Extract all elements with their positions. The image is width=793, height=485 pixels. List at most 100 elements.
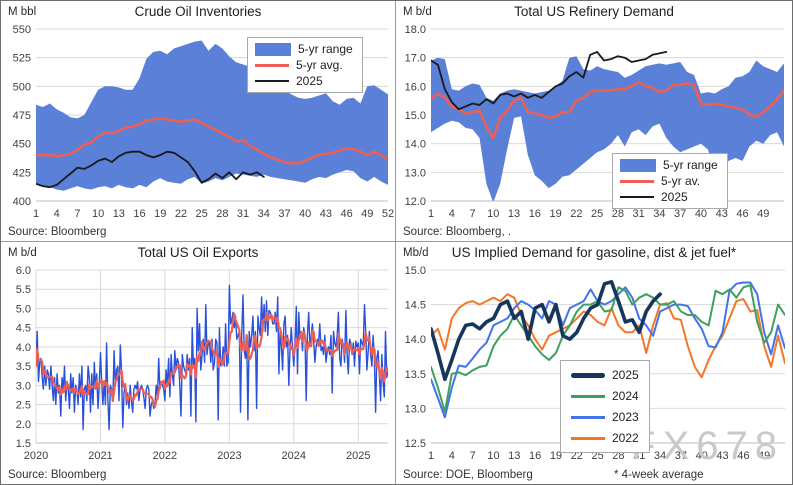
svg-text:22: 22 [175,208,187,220]
svg-text:43: 43 [716,450,728,462]
svg-text:2.0: 2.0 [16,419,31,431]
svg-text:40: 40 [299,208,311,220]
svg-text:525: 525 [13,53,31,65]
legend-label: 5-yr avg. [296,58,343,72]
svg-text:31: 31 [237,208,249,220]
svg-text:475: 475 [13,110,31,122]
svg-text:22: 22 [570,208,582,220]
chart-canvas-refinery-demand: 12.0 13.0 14.0 15.0 16.0 17.0 18.0 1 4 7 10 13 16 19 2… [405,24,784,220]
svg-text:2025: 2025 [346,450,370,462]
svg-text:13.0: 13.0 [405,403,426,415]
chart-title: US Implied Demand for gasoline, dist & j… [451,245,737,260]
legend-label: 2024 [612,389,639,403]
svg-text:7: 7 [470,450,476,462]
svg-text:1: 1 [428,208,434,220]
svg-text:5.5: 5.5 [16,284,31,296]
chart-panel-implied-demand: 12.5 13.0 13.5 14.0 14.5 15.0 1 4 7 10 13 16 19 22 25 2… [396,242,792,484]
legend-label: 5-yr range [298,42,353,56]
svg-text:46: 46 [736,208,748,220]
legend-label: 5-yr range [663,158,718,172]
legend-label: 2023 [612,410,639,424]
svg-text:19: 19 [154,208,166,220]
svg-text:4.0: 4.0 [16,342,31,354]
chart-title: Total US Oil Exports [137,245,259,260]
svg-text:425: 425 [13,167,31,179]
svg-text:28: 28 [612,450,624,462]
legend-swatch-line [255,63,289,67]
chart-legend: 2025 2024 2023 2022 [560,360,650,453]
chart-title: Crude Oil Inventories [134,4,262,19]
svg-text:49: 49 [758,450,770,462]
source-label: Source: DOE, Bloomberg [403,469,533,481]
legend-label: 5-yr av. [661,174,701,188]
legend-swatch-thin [255,80,289,82]
legend-swatch-line [571,415,605,419]
svg-text:13.0: 13.0 [405,167,426,179]
y-axis-unit: M b/d [8,247,37,259]
svg-text:46: 46 [340,208,352,220]
svg-text:28: 28 [612,208,624,220]
svg-text:4: 4 [54,208,60,220]
legend-label: 2025 [296,74,323,88]
svg-text:49: 49 [361,208,373,220]
svg-text:14.0: 14.0 [405,334,426,346]
svg-text:49: 49 [757,208,769,220]
source-label: Source: Bloomberg, . [403,226,512,238]
chart-canvas-oil-exports: 1.5 2.0 2.5 3.0 3.5 4.0 4.5 5.0 5.5 6.0 2020 2021 20… [16,265,388,462]
svg-text:12.0: 12.0 [405,196,426,208]
svg-text:16: 16 [529,208,541,220]
legend-item: 2023 [571,410,639,424]
svg-text:14.5: 14.5 [405,300,426,312]
legend-swatch-band [255,42,291,56]
svg-text:4.5: 4.5 [16,323,31,335]
svg-text:52: 52 [382,208,394,220]
svg-text:4: 4 [449,450,455,462]
chart-panel-crude-oil-inventories: 400 425 450 475 500 525 550 1 4 7 10 13 16 19 22 25 28 31… [1,1,396,242]
svg-text:2024: 2024 [282,450,306,462]
svg-text:12.5: 12.5 [405,438,426,450]
legend-item: 5-yr range [620,158,718,172]
svg-text:3.0: 3.0 [16,380,31,392]
svg-text:2021: 2021 [88,450,112,462]
y-axis-unit: M b/d [403,6,432,18]
chart-legend: 5-yr range 5-yr av. 2025 [612,153,728,209]
chart-title: Total US Refinery Demand [514,4,674,19]
legend-swatch-thick [571,372,605,378]
svg-text:6.0: 6.0 [16,265,31,277]
svg-text:2020: 2020 [24,450,48,462]
y-axis-unit: Mb/d [403,247,429,259]
chart-legend: 5-yr range 5-yr avg. 2025 [247,37,363,93]
svg-text:31: 31 [633,450,645,462]
svg-text:10: 10 [487,450,499,462]
svg-text:18.0: 18.0 [405,24,426,36]
svg-text:13: 13 [508,208,520,220]
svg-text:2023: 2023 [217,450,241,462]
svg-text:34: 34 [653,208,665,220]
svg-text:16: 16 [529,450,541,462]
svg-text:3.5: 3.5 [16,361,31,373]
svg-text:10: 10 [92,208,104,220]
watermark: FX678 [631,424,784,468]
chart-panel-refinery-demand: 12.0 13.0 14.0 15.0 16.0 17.0 18.0 1 4 7 10 13 16 19 2… [396,1,792,242]
svg-text:19: 19 [550,450,562,462]
svg-text:16: 16 [133,208,145,220]
svg-text:5.0: 5.0 [16,303,31,315]
svg-text:15.0: 15.0 [405,265,426,277]
svg-text:1: 1 [33,208,39,220]
legend-label: 2025 [612,368,639,382]
svg-text:14.0: 14.0 [405,139,426,151]
legend-label: 2022 [612,431,639,445]
chart-canvas-crude-oil-inventories: 400 425 450 475 500 525 550 1 4 7 10 13 16 19 22 25 28 31… [13,24,394,220]
legend-swatch-thin [620,196,654,198]
footnote: * 4-week average [614,469,704,481]
svg-text:16.0: 16.0 [405,81,426,93]
svg-text:46: 46 [737,450,749,462]
legend-item: 5-yr av. [620,174,718,188]
svg-text:40: 40 [695,208,707,220]
legend-item: 2024 [571,389,639,403]
legend-item: 2025 [571,368,639,382]
svg-text:1.5: 1.5 [16,438,31,450]
svg-text:28: 28 [216,208,228,220]
svg-text:22: 22 [571,450,583,462]
